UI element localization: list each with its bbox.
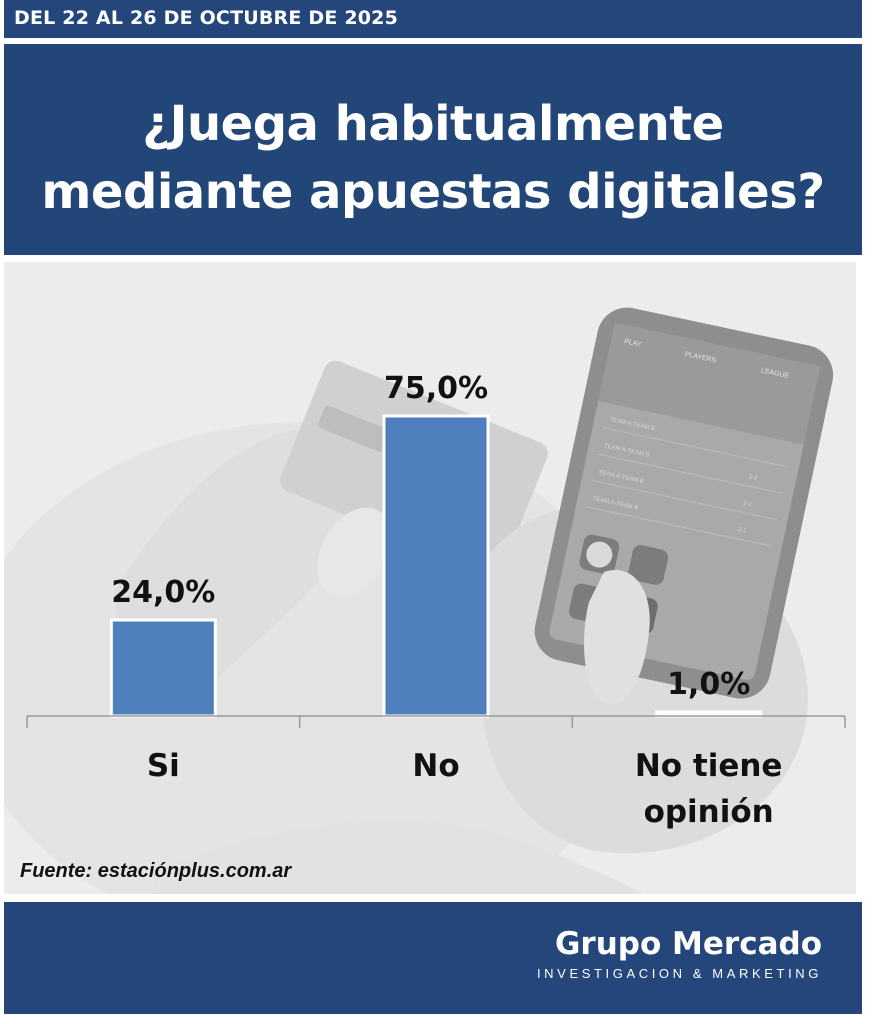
brand-name: Grupo Mercado [554, 926, 822, 962]
source-note: Fuente: estaciónplus.com.ar [20, 860, 292, 882]
chart-title-line-1: ¿Juega habitualmente [142, 96, 724, 152]
category-label-0: Si [147, 748, 180, 784]
footer-bar: Grupo Mercado INVESTIGACION & MARKETING [4, 902, 862, 1014]
category-label-1: No [412, 748, 459, 784]
phone-hands-photo: PLAY PLAYERS LEAGUE TEAM A-TEAM B TEAM A… [4, 262, 856, 894]
title-box: ¿Juega habitualmente mediante apuestas d… [4, 44, 862, 255]
data-label-1: 75,0% [384, 371, 488, 406]
phone-score-2: 2-1 [742, 500, 752, 508]
data-label-2: 1,0% [667, 667, 750, 702]
chart-title-line-2: mediante apuestas digitales? [41, 164, 825, 220]
bar-1 [382, 414, 490, 718]
phone-score-3: 2-1 [737, 527, 747, 535]
data-label-0: 24,0% [111, 575, 215, 610]
bar-chart: 24,0% Si 75,0% No 1,0% No tiene opinión [26, 371, 846, 830]
phone-tab-play: PLAY [623, 338, 642, 349]
phone-score-1: 2-1 [748, 474, 758, 482]
bar-0 [109, 618, 217, 718]
category-label-2-0: No tiene [635, 748, 783, 784]
date-text: DEL 22 AL 26 DE OCTUBRE DE 2025 [14, 7, 399, 29]
date-header: DEL 22 AL 26 DE OCTUBRE DE 2025 [4, 0, 862, 38]
background-photo: PLAY PLAYERS LEAGUE TEAM A-TEAM B TEAM A… [4, 262, 856, 894]
category-label-2-1: opinión [644, 794, 774, 830]
brand-tagline: INVESTIGACION & MARKETING [536, 966, 822, 981]
